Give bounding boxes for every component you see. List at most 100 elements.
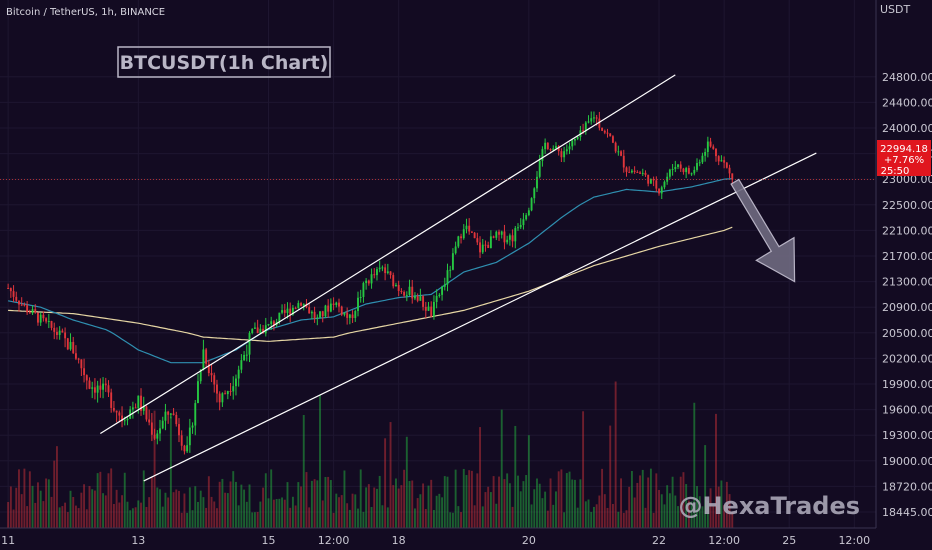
volume-bar [305, 472, 308, 528]
price-axis[interactable]: USDT 18445.00 18720.00 19000.00 19300.00 196… [875, 0, 932, 550]
volume-bar [649, 468, 652, 528]
candle-body [37, 312, 39, 323]
volume-bar [348, 509, 351, 528]
volume-bar [172, 492, 175, 528]
volume-bar [544, 491, 547, 528]
volume-bar [405, 436, 408, 528]
volume-bar [126, 501, 129, 528]
candle-body [508, 235, 511, 240]
candle-body [327, 305, 330, 312]
volume-bar [465, 475, 468, 528]
candle-body [199, 369, 202, 382]
volume-bar [194, 486, 197, 528]
candle-body [15, 296, 18, 301]
candle-body [451, 253, 454, 270]
candle-body [175, 414, 178, 425]
candle-body [395, 284, 397, 287]
candle-body [633, 170, 636, 173]
candle-body [641, 172, 644, 174]
candle-body [687, 168, 690, 174]
volume-bar [435, 495, 438, 528]
volume-bar [104, 495, 107, 528]
candle-body [110, 392, 113, 408]
volume-bar [338, 497, 340, 528]
volume-bar [419, 494, 422, 528]
candle-body [221, 393, 224, 403]
volume-bar [481, 506, 484, 528]
volume-bar [587, 499, 590, 528]
volume-bar [96, 473, 99, 528]
candle-body [546, 142, 549, 149]
volume-bar [609, 425, 612, 528]
candle-body [574, 138, 576, 141]
candle-body [83, 368, 86, 376]
time-axis[interactable]: 11 13 15 12:00 18 20 22 12:00 25 12:00 [0, 527, 932, 550]
candle-body [392, 275, 395, 287]
volume-bar [235, 481, 237, 528]
y-tick-label: 20900.00 [882, 301, 932, 314]
candle-body [338, 302, 340, 307]
candle-body [628, 171, 631, 173]
candle-body [682, 168, 685, 173]
volume-bar [530, 504, 533, 528]
volume-bar [12, 509, 15, 528]
ma-slow-line [8, 226, 733, 342]
candle-body [145, 406, 148, 420]
volume-bar [93, 490, 96, 528]
channel-upper-line [100, 74, 676, 435]
volume-bar [66, 512, 69, 528]
volume-bar [511, 506, 514, 528]
candle-body [370, 274, 373, 284]
candle-body [243, 354, 246, 361]
candle-body [18, 300, 20, 305]
volume-bar [441, 497, 444, 528]
volume-bar [636, 482, 639, 528]
candle-body [525, 215, 528, 220]
annotation-title-box[interactable]: BTCUSDT(1h Chart) [117, 46, 331, 78]
volume-bar [102, 493, 105, 528]
volume-bar [677, 506, 679, 528]
volume-bar [506, 473, 509, 528]
candle-body [129, 409, 132, 419]
ma-fast-line [7, 178, 733, 364]
x-tick-labels: 11 13 15 12:00 18 20 22 12:00 25 12:00 [1, 534, 870, 547]
volume-bar [77, 508, 80, 528]
volume-bar [319, 395, 321, 528]
candle-body [259, 328, 262, 334]
volume-bar [386, 507, 389, 528]
candle-body [487, 244, 490, 248]
candle-body [630, 170, 633, 173]
candle-body [134, 407, 137, 409]
volume-bar [625, 510, 628, 528]
candle-body [449, 269, 452, 271]
volume-bar [687, 500, 690, 528]
volume-bar [546, 510, 549, 528]
volume-bar [438, 493, 441, 528]
volume-bar [728, 494, 731, 528]
candle-body [226, 391, 229, 395]
volume-bar [123, 472, 126, 528]
volume-bar [316, 480, 319, 528]
volume-bar [403, 469, 406, 528]
candle-body [270, 321, 273, 325]
volume-bar [340, 495, 343, 528]
candle-body [197, 381, 199, 404]
last-price-value: 22994.18 [880, 144, 928, 155]
candle-body [115, 410, 118, 413]
volume-bar [153, 410, 156, 528]
volume-bar [213, 501, 216, 528]
volume-bar [658, 490, 660, 528]
candle-body [625, 167, 628, 172]
volume-bar [454, 469, 457, 528]
volume-bar [256, 511, 259, 528]
volume-bar [367, 484, 370, 528]
candle-body [400, 290, 403, 292]
candle-body [272, 321, 275, 326]
volume-bar [527, 435, 530, 528]
volume-bar [335, 493, 338, 528]
volume-bar [72, 496, 75, 528]
volume-bar [647, 477, 650, 528]
candle-body [592, 117, 595, 119]
candle-body [332, 303, 335, 306]
volume-bar [9, 486, 12, 528]
